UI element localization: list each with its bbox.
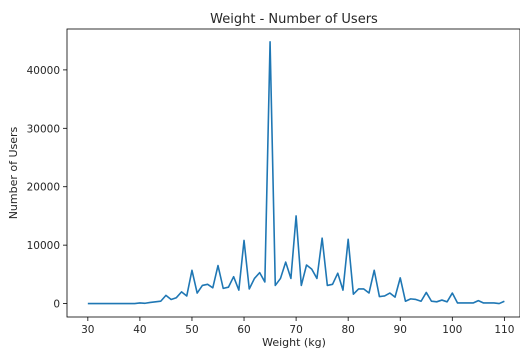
x-axis: 30 40 50 60 70 80 90 100 110 [81, 317, 514, 336]
y-axis: 0 10000 20000 30000 40000 [27, 65, 67, 311]
chart-title: Weight - Number of Users [210, 12, 378, 27]
x-axis-title: Weight (kg) [262, 336, 326, 349]
x-tick-label: 40 [133, 324, 146, 336]
y-tick-label: 10000 [27, 240, 60, 252]
x-tick-label: 30 [81, 324, 94, 336]
x-tick-label: 80 [341, 324, 354, 336]
series-line [87, 41, 505, 305]
y-tick-label: 0 [53, 299, 60, 311]
plot-frame [66, 28, 520, 318]
y-tick-label: 40000 [27, 65, 60, 77]
x-tick-label: 90 [394, 324, 407, 336]
x-tick-label: 100 [442, 324, 462, 336]
x-tick-label: 50 [185, 324, 198, 336]
y-tick-label: 20000 [27, 182, 60, 194]
y-tick-label: 30000 [27, 123, 60, 135]
x-tick-label: 70 [289, 324, 302, 336]
y-axis-title: Number of Users [7, 126, 20, 219]
x-tick-label: 110 [494, 324, 514, 336]
x-tick-label: 60 [237, 324, 250, 336]
